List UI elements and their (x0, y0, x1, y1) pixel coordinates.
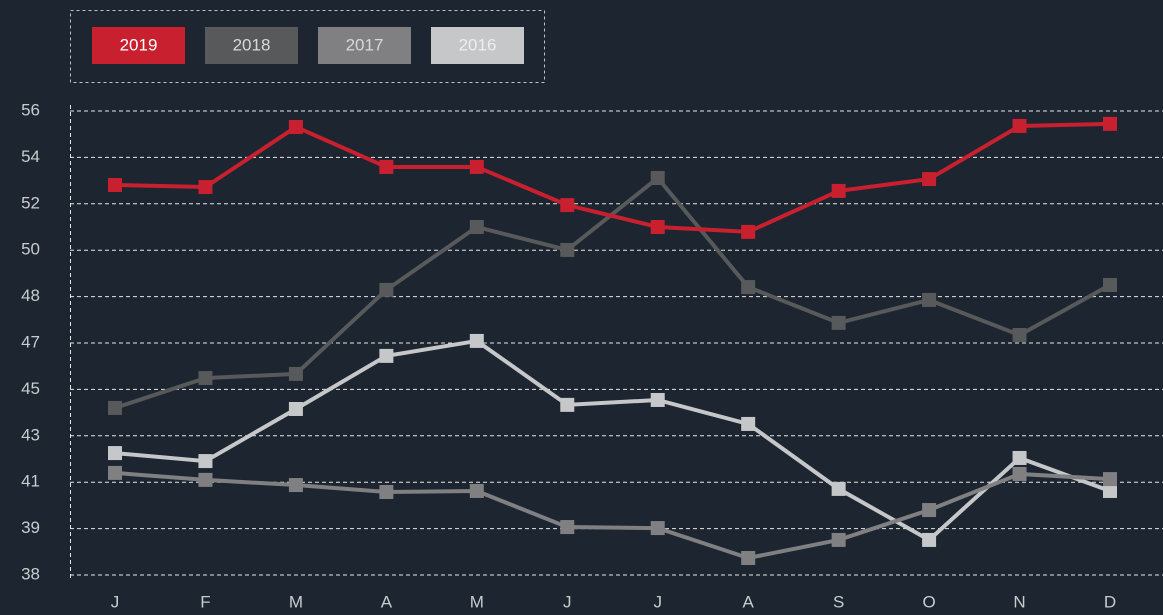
point-marker (741, 550, 756, 565)
point-marker (1103, 116, 1117, 131)
point-marker (379, 282, 394, 297)
x-tick-label: S (833, 592, 844, 611)
y-tick-label: 47 (21, 332, 40, 351)
legend-label[interactable]: 2019 (120, 35, 158, 54)
series-line (114, 338, 1111, 543)
legend-label[interactable]: 2018 (233, 35, 271, 54)
point-marker (198, 371, 213, 386)
point-marker (288, 401, 303, 416)
point-marker (922, 532, 937, 547)
legend-swatch[interactable] (431, 27, 524, 64)
y-tick-label: 38 (21, 564, 40, 583)
point-marker (831, 481, 846, 496)
point-marker (1103, 472, 1117, 487)
point-marker (1103, 278, 1117, 292)
y-tick-label: 45 (21, 379, 40, 398)
point-marker (1012, 118, 1027, 133)
point-marker (560, 397, 575, 412)
point-marker (108, 446, 122, 461)
point-marker (379, 484, 394, 499)
point-marker (288, 366, 303, 381)
point-marker (108, 177, 122, 192)
point-marker (198, 180, 213, 195)
series-line (114, 121, 1111, 234)
y-tick-label: 43 (21, 425, 40, 444)
point-marker (379, 159, 394, 174)
x-tick-label: F (200, 592, 210, 611)
point-marker (1012, 466, 1027, 481)
legend-swatch[interactable] (318, 27, 411, 64)
point-marker (741, 280, 756, 295)
legend-label[interactable]: 2016 (459, 35, 497, 54)
point-marker (1103, 483, 1117, 498)
legend-label[interactable]: 2017 (346, 35, 384, 54)
y-tick-label: 48 (21, 286, 40, 305)
y-tick-label: 56 (21, 100, 40, 119)
point-marker (650, 392, 665, 407)
point-marker (650, 171, 665, 186)
y-tick-label: 50 (21, 240, 40, 259)
legend-box (70, 10, 545, 83)
point-marker (741, 224, 756, 239)
point-marker (831, 532, 846, 547)
x-tick-label: J (653, 592, 662, 611)
point-marker (560, 520, 575, 535)
point-marker (198, 454, 213, 469)
y-tick-label: 52 (21, 193, 40, 212)
point-marker (1012, 328, 1027, 343)
legend-swatch[interactable] (92, 27, 185, 64)
series-line (114, 175, 1111, 410)
point-marker (1012, 450, 1027, 465)
point-marker (288, 478, 303, 493)
y-tick-label: 41 (21, 472, 40, 491)
x-tick-label: M (470, 592, 484, 611)
series-line (114, 470, 1111, 561)
x-tick-label: M (289, 592, 303, 611)
legend-swatch[interactable] (205, 27, 298, 64)
point-marker (922, 172, 937, 187)
point-marker (469, 159, 484, 174)
x-tick-label: O (922, 592, 935, 611)
point-marker (741, 416, 756, 431)
point-marker (831, 183, 846, 198)
point-marker (831, 315, 846, 330)
point-marker (922, 503, 937, 518)
x-tick-label: A (381, 592, 393, 611)
x-tick-label: A (743, 592, 755, 611)
x-tick-label: J (563, 592, 572, 611)
point-marker (650, 220, 665, 234)
point-marker (922, 292, 937, 307)
point-marker (198, 472, 213, 487)
point-marker (469, 333, 484, 348)
x-tick-label: N (1013, 592, 1025, 611)
point-marker (560, 198, 575, 213)
point-marker (288, 119, 303, 134)
point-marker (108, 465, 122, 480)
y-tick-label: 39 (21, 518, 40, 537)
point-marker (469, 483, 484, 498)
point-marker (560, 242, 575, 257)
point-marker (379, 348, 394, 363)
point-marker (108, 400, 122, 415)
y-tick-label: 54 (21, 147, 40, 166)
point-marker (469, 220, 484, 234)
x-tick-label: D (1104, 592, 1116, 611)
point-marker (650, 521, 665, 536)
x-tick-label: J (111, 592, 120, 611)
